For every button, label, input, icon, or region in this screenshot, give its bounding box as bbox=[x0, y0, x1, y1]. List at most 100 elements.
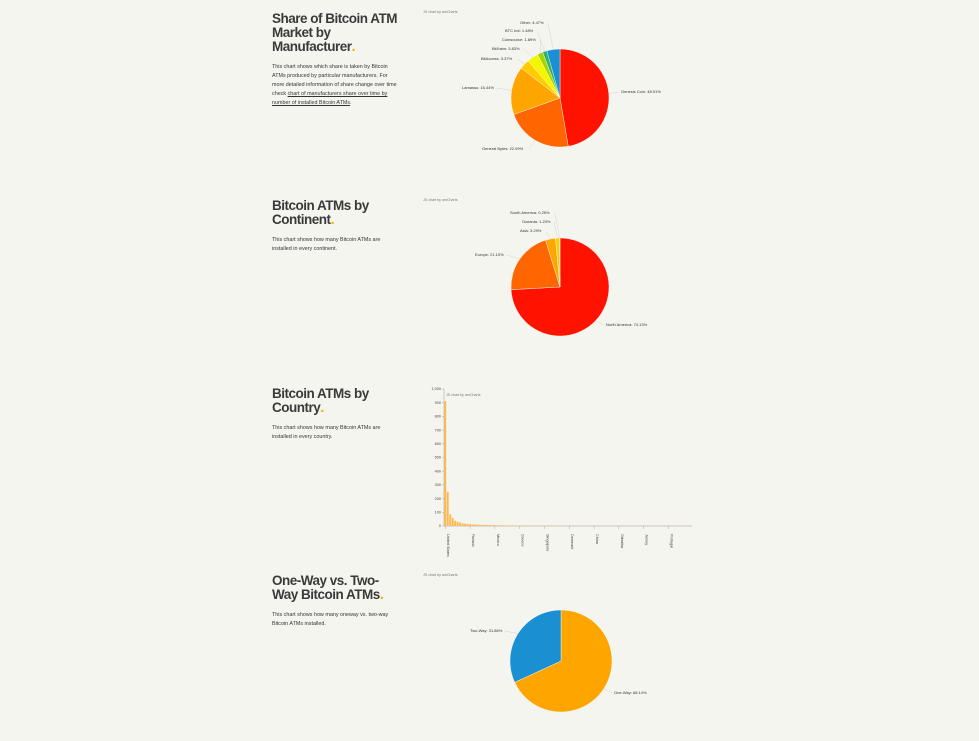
bar[interactable] bbox=[483, 524, 486, 526]
slice-label: North America: 74.13% bbox=[606, 322, 648, 327]
x-tick-label: Finland bbox=[471, 534, 475, 546]
bar[interactable] bbox=[456, 521, 459, 526]
slice-label: Genesis Coin: 48.91% bbox=[621, 89, 661, 94]
chart-credit[interactable]: JS chart by amCharts bbox=[446, 393, 481, 397]
bar[interactable] bbox=[459, 522, 462, 526]
slice-label: Lamassu: 16.44% bbox=[462, 85, 494, 90]
bar[interactable] bbox=[479, 524, 481, 526]
section-text: Bitcoin ATMs by Country. This chart show… bbox=[272, 387, 398, 442]
slice-leader-line bbox=[545, 230, 551, 240]
section-title: Bitcoin ATMs by Continent. bbox=[272, 198, 369, 228]
slice-leader-line bbox=[507, 254, 520, 260]
x-tick-label: Denmark bbox=[570, 534, 574, 550]
slice-label: BitXatm: 3.83% bbox=[492, 46, 520, 51]
slice-leader-line bbox=[547, 22, 554, 50]
y-tick-label: 100 bbox=[435, 511, 441, 515]
x-tick-label: China bbox=[595, 534, 599, 545]
chart-credit[interactable]: JS chart by amCharts bbox=[423, 198, 458, 202]
slice-label: BTC bot: 1.48% bbox=[505, 28, 534, 33]
pie-slice[interactable] bbox=[513, 97, 569, 148]
bar[interactable] bbox=[481, 524, 484, 526]
chart-credit[interactable]: JS chart by amCharts bbox=[423, 573, 458, 577]
pie-slice[interactable] bbox=[559, 48, 610, 147]
slice-leader-line bbox=[553, 221, 558, 239]
bar[interactable] bbox=[491, 525, 494, 526]
slice-label: Other: 4.47% bbox=[520, 20, 544, 25]
x-tick-label: United States bbox=[446, 534, 450, 557]
bar[interactable] bbox=[506, 525, 509, 526]
x-tick-label: Jersey bbox=[645, 534, 649, 545]
pie-chart: Genesis Coin: 48.91% General Bytes: 22.99… bbox=[462, 20, 661, 151]
slice-label: BitAccess: 3.37% bbox=[481, 56, 513, 61]
bar[interactable] bbox=[454, 520, 457, 526]
bar[interactable] bbox=[466, 523, 469, 526]
title-dot: . bbox=[320, 399, 324, 416]
manufacturers-share-link[interactable]: chart of manufacturers share over time b… bbox=[272, 91, 388, 106]
section-text: Share of Bitcoin ATM Market by Manufactu… bbox=[272, 12, 398, 108]
bar[interactable] bbox=[464, 523, 467, 526]
pie-slice[interactable] bbox=[509, 609, 562, 683]
section-description: This chart shows how many Bitcoin ATMs a… bbox=[272, 237, 381, 252]
pie-chart: One-Way: 68.14% Two-Way: 31.86% bbox=[470, 609, 647, 713]
x-tick-label: Gibraltar bbox=[620, 534, 624, 549]
y-tick-label: 600 bbox=[435, 442, 441, 446]
bar[interactable] bbox=[476, 524, 479, 526]
bar[interactable] bbox=[503, 525, 506, 526]
bar[interactable] bbox=[471, 524, 474, 526]
section-description: This chart shows how many Bitcoin ATMs a… bbox=[272, 425, 381, 440]
bar[interactable] bbox=[444, 401, 447, 526]
y-tick-label: 700 bbox=[435, 428, 441, 432]
bar[interactable] bbox=[486, 525, 489, 526]
slice-leader-line bbox=[523, 48, 533, 58]
pie-slice[interactable] bbox=[510, 67, 561, 115]
bar[interactable] bbox=[461, 523, 464, 526]
bar[interactable] bbox=[493, 525, 496, 526]
bar[interactable] bbox=[498, 525, 501, 526]
section-text: One-Way vs. Two-Way Bitcoin ATMs. This c… bbox=[272, 574, 398, 629]
slice-label: General Bytes: 22.99% bbox=[482, 146, 524, 151]
chart-credit[interactable]: JS chart by amCharts bbox=[423, 10, 458, 14]
section-text: Bitcoin ATMs by Continent. This chart sh… bbox=[272, 199, 398, 254]
slice-leader-line bbox=[536, 30, 545, 52]
y-tick-label: 500 bbox=[435, 456, 441, 460]
bar[interactable] bbox=[451, 517, 454, 526]
slice-label: Two-Way: 31.86% bbox=[470, 628, 503, 633]
bar[interactable] bbox=[496, 525, 499, 526]
x-tick-label: Greece bbox=[521, 534, 525, 546]
y-tick-label: 300 bbox=[435, 483, 441, 487]
slice-label: Europe: 21.10% bbox=[475, 252, 504, 257]
slice-label: South America: 0.25% bbox=[510, 210, 550, 215]
pie-slice[interactable] bbox=[510, 237, 610, 337]
bar[interactable] bbox=[501, 525, 504, 526]
bar[interactable] bbox=[508, 525, 511, 526]
x-tick-label: Mexico bbox=[496, 534, 500, 546]
y-tick-label: 800 bbox=[435, 415, 441, 419]
section-title: Share of Bitcoin ATM Market by Manufactu… bbox=[272, 11, 398, 55]
section-title: Bitcoin ATMs by Country. bbox=[272, 386, 369, 416]
x-tick-label: Singapore bbox=[545, 534, 549, 551]
bar[interactable] bbox=[449, 514, 452, 526]
bar[interactable] bbox=[488, 525, 491, 526]
slice-leader-line bbox=[603, 688, 613, 694]
x-tick-label: Portugal bbox=[669, 534, 673, 548]
slice-leader-line bbox=[608, 91, 620, 95]
slice-label: Asia: 3.29% bbox=[520, 228, 542, 233]
pie-slice[interactable] bbox=[514, 609, 613, 713]
bar[interactable] bbox=[474, 524, 476, 526]
slice-leader-line bbox=[554, 212, 560, 239]
bar[interactable] bbox=[446, 491, 449, 526]
slice-leader-line bbox=[595, 320, 605, 326]
section-description: This chart shows how many oneway vs. two… bbox=[272, 612, 389, 627]
section-description: This chart shows which share is taken by… bbox=[272, 64, 397, 106]
slice-label: Coinsource: 1.89% bbox=[502, 37, 536, 42]
y-tick-label: 900 bbox=[435, 401, 441, 405]
bar-chart: 0 100 200 300 400 500 600 700 800 900 1,000 United … bbox=[431, 387, 692, 557]
slice-label: Oceania: 1.23% bbox=[522, 219, 551, 224]
bar[interactable] bbox=[511, 525, 514, 526]
slice-leader-line bbox=[496, 87, 512, 91]
bar[interactable] bbox=[469, 524, 471, 526]
y-tick-label: 200 bbox=[435, 497, 441, 501]
title-dot: . bbox=[351, 38, 356, 55]
title-dot: . bbox=[379, 586, 384, 603]
